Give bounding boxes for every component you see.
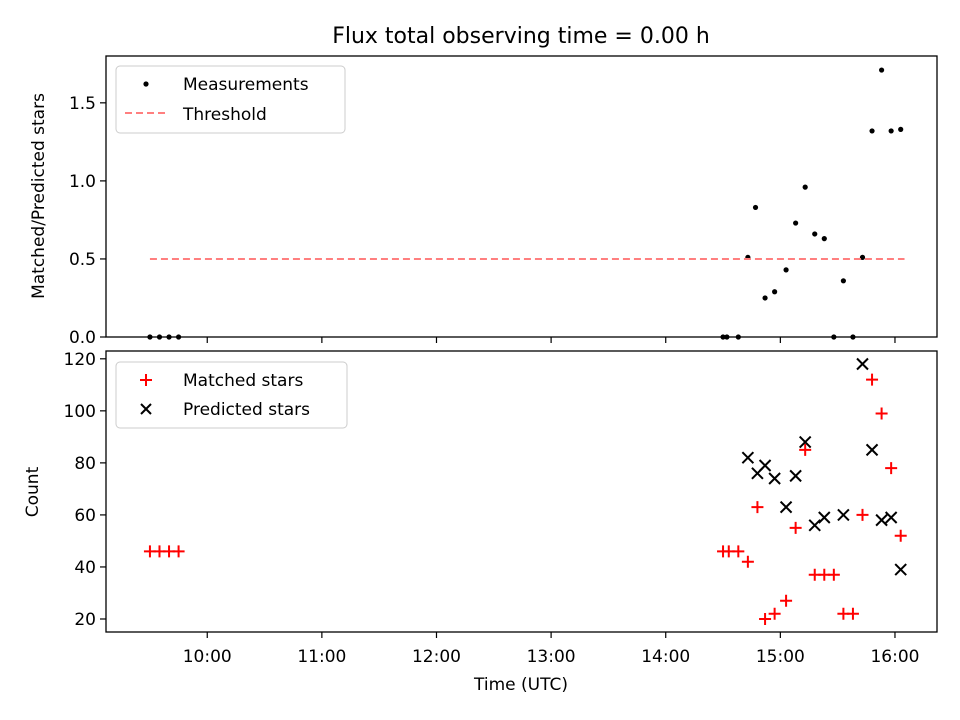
matched-star-point: [759, 612, 772, 625]
bottom-y-axis-label: Count: [23, 466, 43, 517]
measurement-point: [869, 128, 875, 134]
x-tick-label: 16:00: [870, 647, 919, 667]
x-tick-label: 10:00: [183, 647, 232, 667]
bottom-panel: 20 40 60 80 100 120 10:00 11:00 12:00 13:00 14:00…: [23, 350, 938, 695]
top-y-tick-label: 1.5: [69, 94, 96, 114]
chart-title: Flux total observing time = 0.00 h: [332, 24, 710, 49]
matched-star-point: [875, 407, 888, 420]
matched-star-point: [885, 462, 898, 475]
predicted-star-point: [741, 451, 755, 464]
top-legend: Measurements Threshold: [115, 65, 346, 134]
legend-matched-label: Matched stars: [183, 371, 303, 391]
matched-star-point: [866, 373, 879, 386]
legend-matched-marker: [140, 374, 152, 386]
measurement-point: [812, 231, 818, 237]
matched-star-point: [894, 529, 907, 542]
predicted-star-point: [798, 435, 812, 449]
top-y-tick-label: 0.5: [69, 250, 96, 270]
predicted-star-point: [856, 357, 869, 371]
measurement-point: [898, 126, 904, 132]
legend-measurements-marker: [143, 81, 149, 87]
matched-star-point: [732, 545, 745, 558]
x-tick-label: 13:00: [527, 647, 576, 667]
top-x-ticks: [206, 337, 896, 343]
measurement-point: [859, 254, 866, 260]
bottom-y-tick-label: 100: [64, 402, 96, 422]
matched-star-point: [856, 508, 869, 521]
x-tick-label: 15:00: [756, 647, 805, 667]
measurement-point: [772, 289, 778, 295]
measurement-point: [821, 236, 827, 242]
measurement-point: [888, 128, 894, 134]
matched-star-point: [172, 545, 185, 558]
measurement-point: [802, 184, 808, 190]
legend-predicted-marker: [140, 403, 152, 415]
bottom-x-ticks: 10:00 11:00 12:00 13:00 14:00 15:00 16:00: [183, 632, 919, 667]
bottom-y-tick-label: 120: [64, 350, 96, 370]
predicted-star-point: [884, 511, 898, 524]
measurement-point: [793, 220, 799, 226]
bottom-y-tick-label: 60: [74, 506, 96, 526]
bottom-y-ticks: 20 40 60 80 100 120: [64, 350, 106, 630]
bottom-y-tick-label: 80: [74, 454, 96, 474]
predicted-star-point: [875, 513, 888, 527]
predicted-star-point: [808, 519, 821, 532]
x-tick-label: 14:00: [641, 647, 690, 667]
matched-star-point: [827, 568, 840, 581]
top-y-tick-label: 1.0: [69, 172, 96, 192]
top-y-ticks: 0.0 0.5 1.0 1.5: [69, 94, 106, 348]
bottom-y-tick-label: 20: [74, 610, 96, 630]
measurement-point: [752, 204, 759, 211]
bottom-axes-frame: [105, 350, 938, 633]
measurement-point: [762, 295, 768, 301]
matched-star-point: [768, 607, 781, 620]
bottom-y-tick-label: 40: [74, 558, 96, 578]
x-axis-label: Time (UTC): [473, 675, 568, 695]
top-y-axis-label: Matched/Predicted stars: [29, 93, 49, 299]
legend-measurements-label: Measurements: [183, 75, 309, 95]
matched-star-point: [846, 607, 859, 620]
bottom-plot-area: [143, 357, 907, 625]
top-y-tick-label: 0.0: [69, 328, 96, 348]
bottom-legend: Matched stars Predicted stars: [115, 361, 348, 429]
x-tick-label: 11:00: [297, 647, 346, 667]
matched-star-point: [741, 555, 754, 568]
predicted-star-point: [818, 511, 831, 524]
predicted-star-point: [865, 443, 879, 457]
predicted-star-point: [758, 459, 772, 472]
measurement-point: [783, 267, 789, 273]
measurement-point: [840, 278, 846, 284]
predicted-star-point: [779, 500, 793, 514]
top-legend-box: [115, 65, 346, 134]
legend-predicted-label: Predicted stars: [183, 400, 310, 420]
legend-threshold-label: Threshold: [182, 105, 267, 125]
top-panel: 0.0 0.5 1.0 1.5 Matched/Predicted stars Mea…: [29, 55, 938, 348]
matched-star-point: [751, 501, 764, 514]
measurement-point: [879, 67, 885, 73]
x-tick-label: 12:00: [412, 647, 461, 667]
matched-star-point: [780, 594, 793, 607]
predicted-star-point: [894, 563, 907, 576]
matched-star-point: [789, 521, 802, 534]
matched-star-point: [799, 443, 812, 456]
top-axes-frame: [105, 55, 938, 338]
predicted-star-point: [837, 508, 850, 522]
bottom-legend-box: [115, 361, 348, 429]
predicted-star-point: [789, 469, 802, 483]
predicted-star-point: [768, 472, 781, 485]
